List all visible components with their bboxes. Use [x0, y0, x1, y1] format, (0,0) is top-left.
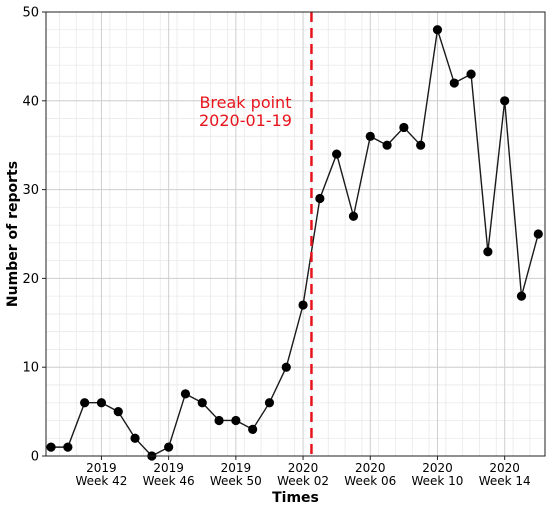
x-tick-label-year: 2020	[288, 461, 319, 475]
data-point	[298, 300, 308, 310]
data-point	[164, 442, 174, 452]
data-point	[197, 398, 207, 408]
data-point	[63, 442, 73, 452]
x-tick-label-week: Week 42	[75, 474, 127, 488]
series-layer	[46, 25, 543, 461]
x-tick-label-week: Week 02	[277, 474, 329, 488]
y-tick-label: 40	[22, 94, 39, 109]
data-point	[399, 122, 409, 133]
x-tick-label-year: 2020	[422, 461, 453, 475]
data-point	[180, 389, 191, 399]
data-point	[248, 424, 258, 434]
x-tick-label-week: Week 14	[479, 474, 531, 488]
data-point	[533, 229, 543, 239]
x-axis-label: Times	[272, 490, 319, 506]
data-point	[264, 398, 275, 408]
plot-area-frame	[45, 11, 546, 457]
x-tick-label-year: 2019	[153, 461, 184, 475]
y-axis-label: Number of reports	[5, 161, 21, 307]
y-tick-label: 20	[22, 272, 39, 287]
data-point	[416, 140, 426, 150]
y-tick-label: 10	[22, 361, 39, 376]
data-point	[80, 398, 90, 408]
x-tick-label-year: 2020	[489, 461, 520, 475]
x-tick-label-week: Week 10	[411, 474, 463, 488]
data-point	[46, 442, 56, 452]
y-tick-label: 30	[22, 183, 39, 198]
break-point-date: 2020-01-19	[199, 111, 292, 130]
data-point	[214, 415, 224, 426]
x-tick-label-year: 2019	[221, 461, 252, 475]
data-point	[516, 291, 527, 301]
data-point	[432, 25, 443, 35]
break-point-label: Break point	[199, 93, 291, 112]
y-tick-label: 0	[31, 450, 39, 465]
x-tick-label-year: 2019	[86, 461, 117, 475]
data-point	[449, 78, 459, 88]
x-tick-label-year: 2020	[355, 461, 386, 475]
data-point	[281, 362, 291, 372]
data-point	[382, 140, 392, 150]
y-axis: 0 10 20 30 40 50	[22, 6, 46, 465]
data-point	[130, 433, 140, 443]
data-point	[365, 131, 375, 141]
data-point	[483, 247, 493, 257]
data-point	[466, 69, 476, 79]
data-point	[231, 415, 241, 426]
data-point	[332, 149, 342, 159]
data-point	[96, 398, 107, 408]
data-point	[113, 407, 123, 417]
x-tick-label-week: Week 50	[210, 474, 262, 488]
data-point	[315, 193, 325, 204]
data-point	[500, 96, 510, 106]
data-point	[348, 211, 359, 221]
x-tick-label-week: Week 46	[143, 474, 195, 488]
y-tick-label: 50	[22, 6, 39, 21]
x-tick-label-week: Week 06	[344, 474, 396, 488]
